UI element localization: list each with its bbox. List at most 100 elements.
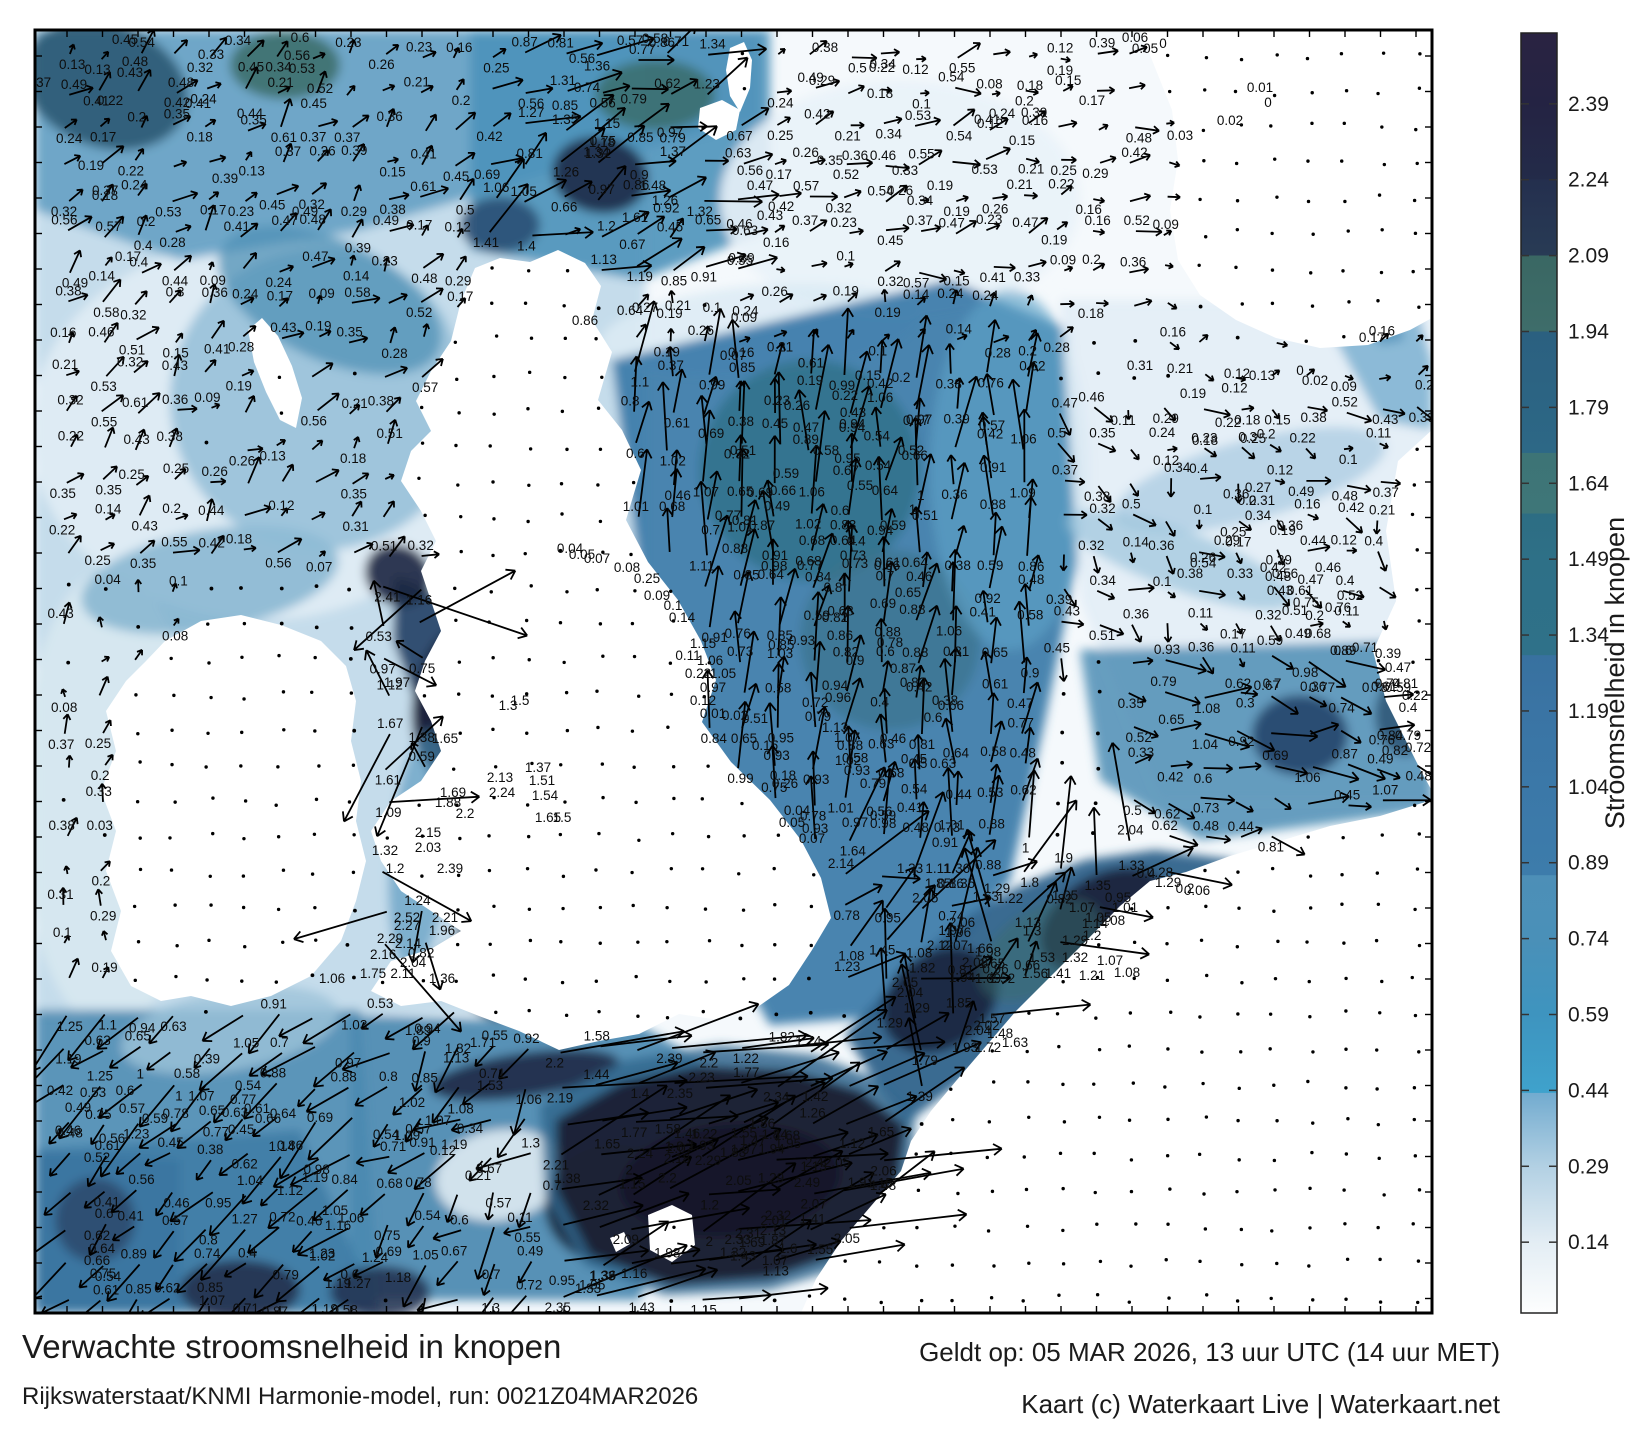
svg-text:0.58: 0.58 [642,31,668,46]
svg-text:0.89: 0.89 [793,432,819,447]
svg-text:1.26: 1.26 [553,165,579,180]
svg-text:1.03: 1.03 [341,1017,367,1032]
svg-text:0.66: 0.66 [874,558,900,573]
svg-text:0.42: 0.42 [47,1083,73,1098]
svg-text:0.61: 0.61 [1287,583,1313,598]
svg-text:1.02: 1.02 [399,1095,425,1110]
svg-text:0.97: 0.97 [370,662,396,677]
svg-text:0.16: 0.16 [1022,113,1048,128]
svg-text:1.29: 1.29 [877,1016,903,1031]
svg-text:0.54: 0.54 [865,458,892,473]
svg-text:0.53: 0.53 [155,204,181,219]
svg-text:0.35: 0.35 [341,487,367,502]
svg-text:0.7: 0.7 [543,1178,562,1193]
svg-text:0.71: 0.71 [663,34,689,49]
svg-text:0.91: 0.91 [980,460,1006,475]
svg-text:0.97: 0.97 [335,1056,361,1071]
svg-text:0.17: 0.17 [90,129,116,144]
svg-text:0.68: 0.68 [659,499,685,514]
svg-text:2.05: 2.05 [912,890,938,905]
svg-text:0.34: 0.34 [225,33,252,48]
svg-text:0.49: 0.49 [62,276,88,291]
svg-text:2.24: 2.24 [489,785,516,800]
svg-text:1: 1 [917,488,925,503]
svg-text:0.7: 0.7 [876,568,895,583]
svg-text:0.41: 0.41 [185,96,211,111]
svg-text:0.47: 0.47 [1385,660,1411,675]
svg-text:0.38: 0.38 [812,40,838,55]
land-scandinavia [1140,30,1432,348]
svg-text:1.25: 1.25 [87,1069,113,1084]
svg-text:0.16: 0.16 [1076,202,1102,217]
svg-text:0.63: 0.63 [725,146,751,161]
svg-text:0.25: 0.25 [483,60,509,75]
svg-text:0.67: 0.67 [619,237,645,252]
svg-text:0.26: 0.26 [762,284,788,299]
svg-text:0.69: 0.69 [307,1110,333,1125]
svg-text:0.62: 0.62 [1152,818,1178,833]
svg-text:0.8: 0.8 [379,1069,398,1084]
svg-text:0.75: 0.75 [590,134,616,149]
svg-text:1.19: 1.19 [55,1052,81,1067]
svg-text:2.05: 2.05 [824,1155,850,1170]
svg-text:0.73: 0.73 [840,548,866,563]
svg-text:1.4: 1.4 [517,239,536,254]
svg-text:0.56: 0.56 [301,413,327,428]
svg-text:0.16: 0.16 [1084,213,1110,228]
svg-text:0.43: 0.43 [270,320,296,335]
svg-text:1.63: 1.63 [1002,1035,1028,1050]
svg-text:0.57: 0.57 [162,1213,188,1228]
svg-text:1.19: 1.19 [312,1301,338,1316]
svg-text:0.57: 0.57 [793,179,819,194]
svg-text:0.25: 0.25 [1240,431,1266,446]
svg-text:0.77: 0.77 [1008,716,1034,731]
svg-text:0.38: 0.38 [49,818,75,833]
svg-text:0.26: 0.26 [784,398,810,413]
svg-text:2.42: 2.42 [805,1155,831,1170]
svg-text:1.02: 1.02 [795,517,821,532]
svg-text:0.32: 0.32 [120,307,146,322]
svg-text:0.78: 0.78 [800,809,826,824]
svg-text:1.51: 1.51 [529,773,555,788]
svg-text:0.4: 0.4 [847,534,866,549]
svg-text:2.2: 2.2 [456,806,475,821]
svg-text:1.11: 1.11 [925,861,950,876]
svg-text:0.59: 0.59 [977,558,1003,573]
svg-text:0.85: 0.85 [412,1071,438,1086]
svg-text:0.09: 0.09 [194,390,220,405]
svg-text:0.73: 0.73 [842,556,868,571]
current-arrows [35,30,1432,1313]
svg-text:1.22: 1.22 [733,1051,759,1066]
svg-text:0.43: 0.43 [1267,583,1293,598]
svg-text:0.31: 0.31 [1127,358,1153,373]
svg-text:0.87: 0.87 [890,661,916,676]
svg-text:0.24: 0.24 [266,275,293,290]
svg-text:2.39: 2.39 [437,861,463,876]
svg-text:1.65: 1.65 [594,1136,620,1151]
svg-text:0.03: 0.03 [87,818,113,833]
svg-text:0.58: 0.58 [842,750,868,765]
svg-text:0.43: 0.43 [840,405,866,420]
svg-text:0.83: 0.83 [830,518,856,533]
svg-text:0.4: 0.4 [134,238,153,253]
svg-text:0.56: 0.56 [1272,566,1298,581]
svg-text:0.31: 0.31 [47,887,73,902]
svg-text:1.05: 1.05 [511,184,537,199]
svg-text:0.51: 0.51 [1282,603,1308,618]
svg-text:1.3: 1.3 [1023,924,1042,939]
colorbar-axis-label: Stroomsnelheid in knopen [1600,517,1630,829]
svg-text:1.34: 1.34 [583,145,610,160]
svg-text:1.44: 1.44 [583,1067,610,1082]
svg-text:0.49: 0.49 [1367,751,1393,766]
svg-text:0.26: 0.26 [688,323,714,338]
svg-text:0.59: 0.59 [880,518,906,533]
svg-text:0.27: 0.27 [1245,480,1271,495]
svg-text:0.44: 0.44 [162,273,189,288]
svg-text:1.95: 1.95 [775,1136,801,1151]
svg-text:0.27: 0.27 [632,300,658,315]
svg-text:0.46: 0.46 [296,1213,322,1228]
svg-text:0.8: 0.8 [199,1233,218,1248]
svg-text:0.28: 0.28 [1147,865,1173,880]
svg-text:0.23: 0.23 [371,253,397,268]
svg-text:0.1: 0.1 [703,300,722,315]
